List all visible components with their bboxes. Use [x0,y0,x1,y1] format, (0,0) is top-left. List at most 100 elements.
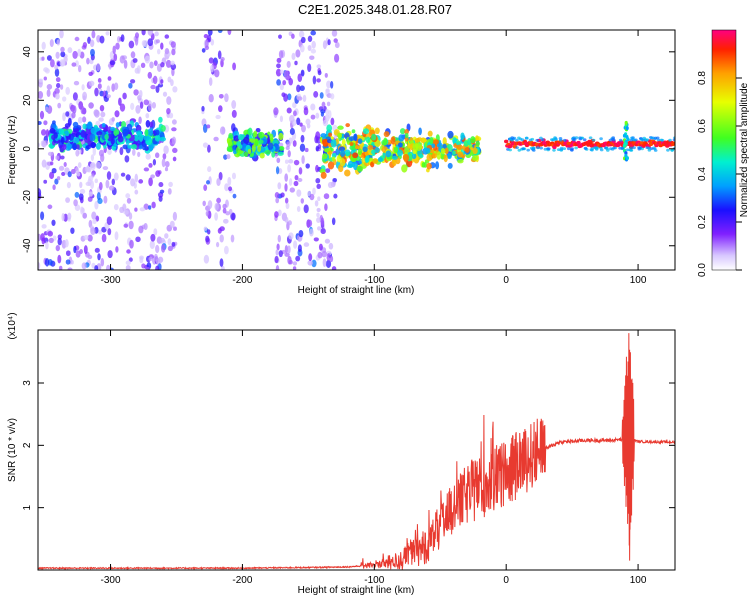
noise-mark [170,41,176,48]
noise-mark [74,166,80,174]
band-mark [464,147,470,153]
noise-mark [289,127,295,136]
band-mark [72,142,77,151]
noise-mark [153,228,158,236]
noise-mark [218,171,223,181]
noise-mark [277,182,282,190]
x-tick-label: 100 [630,275,647,286]
band-mark [159,132,165,138]
noise-mark [130,178,136,187]
noise-mark [293,180,299,187]
noise-mark [140,62,146,68]
noise-mark [155,85,160,93]
noise-mark [296,84,301,93]
noise-mark [224,183,229,192]
band-mark [427,130,433,137]
noise-mark [60,155,65,160]
noise-mark [149,61,154,69]
band-mark [351,129,356,134]
noise-mark [324,203,328,211]
band-mark [95,142,101,150]
noise-mark [141,263,146,269]
band-mark [398,134,405,142]
band-mark [327,150,333,155]
noise-mark [164,161,170,168]
noise-mark [72,105,77,114]
noise-mark [38,262,41,270]
noise-mark [87,254,93,260]
noise-mark [48,237,54,244]
band-halo-mark [515,146,519,150]
noise-mark [62,112,66,122]
noise-mark [39,110,45,120]
noise-mark [57,237,62,246]
noise-mark [88,80,95,87]
noise-mark [125,265,131,270]
noise-mark [72,92,78,101]
noise-mark [230,234,235,243]
noise-mark [87,36,91,44]
colorbar-tick-label: 0.2 [697,215,708,229]
noise-mark [298,167,303,175]
noise-mark [321,250,327,258]
noise-mark [99,35,105,44]
noise-mark [60,51,66,58]
noise-mark [79,188,86,194]
noise-mark [322,258,327,268]
noise-mark [207,144,211,153]
band-mark [472,147,478,155]
noise-mark [38,78,44,83]
noise-mark [312,75,317,85]
noise-mark [331,30,338,37]
noise-mark [326,253,331,262]
noise-mark [71,62,77,67]
noise-mark [208,93,214,103]
band-halo-mark [539,136,543,140]
band-mark [259,152,265,159]
noise-mark [148,177,153,187]
noise-mark [57,254,62,264]
band-mark [101,122,106,128]
noise-mark [75,149,80,157]
noise-mark [137,151,141,158]
noise-mark [74,36,80,42]
noise-mark [139,101,144,109]
noise-mark [98,149,105,157]
band-halo-mark [552,148,556,152]
noise-mark [310,103,316,111]
noise-mark [299,122,303,127]
noise-mark [297,73,303,82]
band-halo-mark [666,148,670,152]
band-mark [227,140,233,147]
noise-mark [283,93,289,102]
noise-mark [224,93,229,103]
noise-mark [82,91,88,101]
noise-mark [46,55,52,61]
noise-mark [119,147,124,156]
noise-mark [168,112,174,119]
noise-mark [89,163,96,168]
band-mark [426,162,432,170]
noise-mark [325,168,331,173]
noise-mark [316,64,322,69]
band-mark [456,141,462,146]
band-mark [399,128,406,135]
noise-mark [223,154,228,160]
band-mark [475,141,480,147]
noise-mark [65,250,71,257]
noise-mark [214,202,219,211]
noise-mark [287,159,294,164]
noise-mark [153,253,158,262]
noise-mark [201,48,206,53]
noise-mark [282,79,287,86]
band-mark [372,158,379,164]
noise-mark [292,266,297,270]
noise-mark [329,255,334,263]
noise-mark [164,48,170,55]
noise-mark [105,31,110,36]
noise-mark [286,107,292,114]
noise-mark [226,154,231,160]
noise-mark [106,85,111,94]
noise-mark [47,151,54,157]
noise-mark [125,193,131,199]
